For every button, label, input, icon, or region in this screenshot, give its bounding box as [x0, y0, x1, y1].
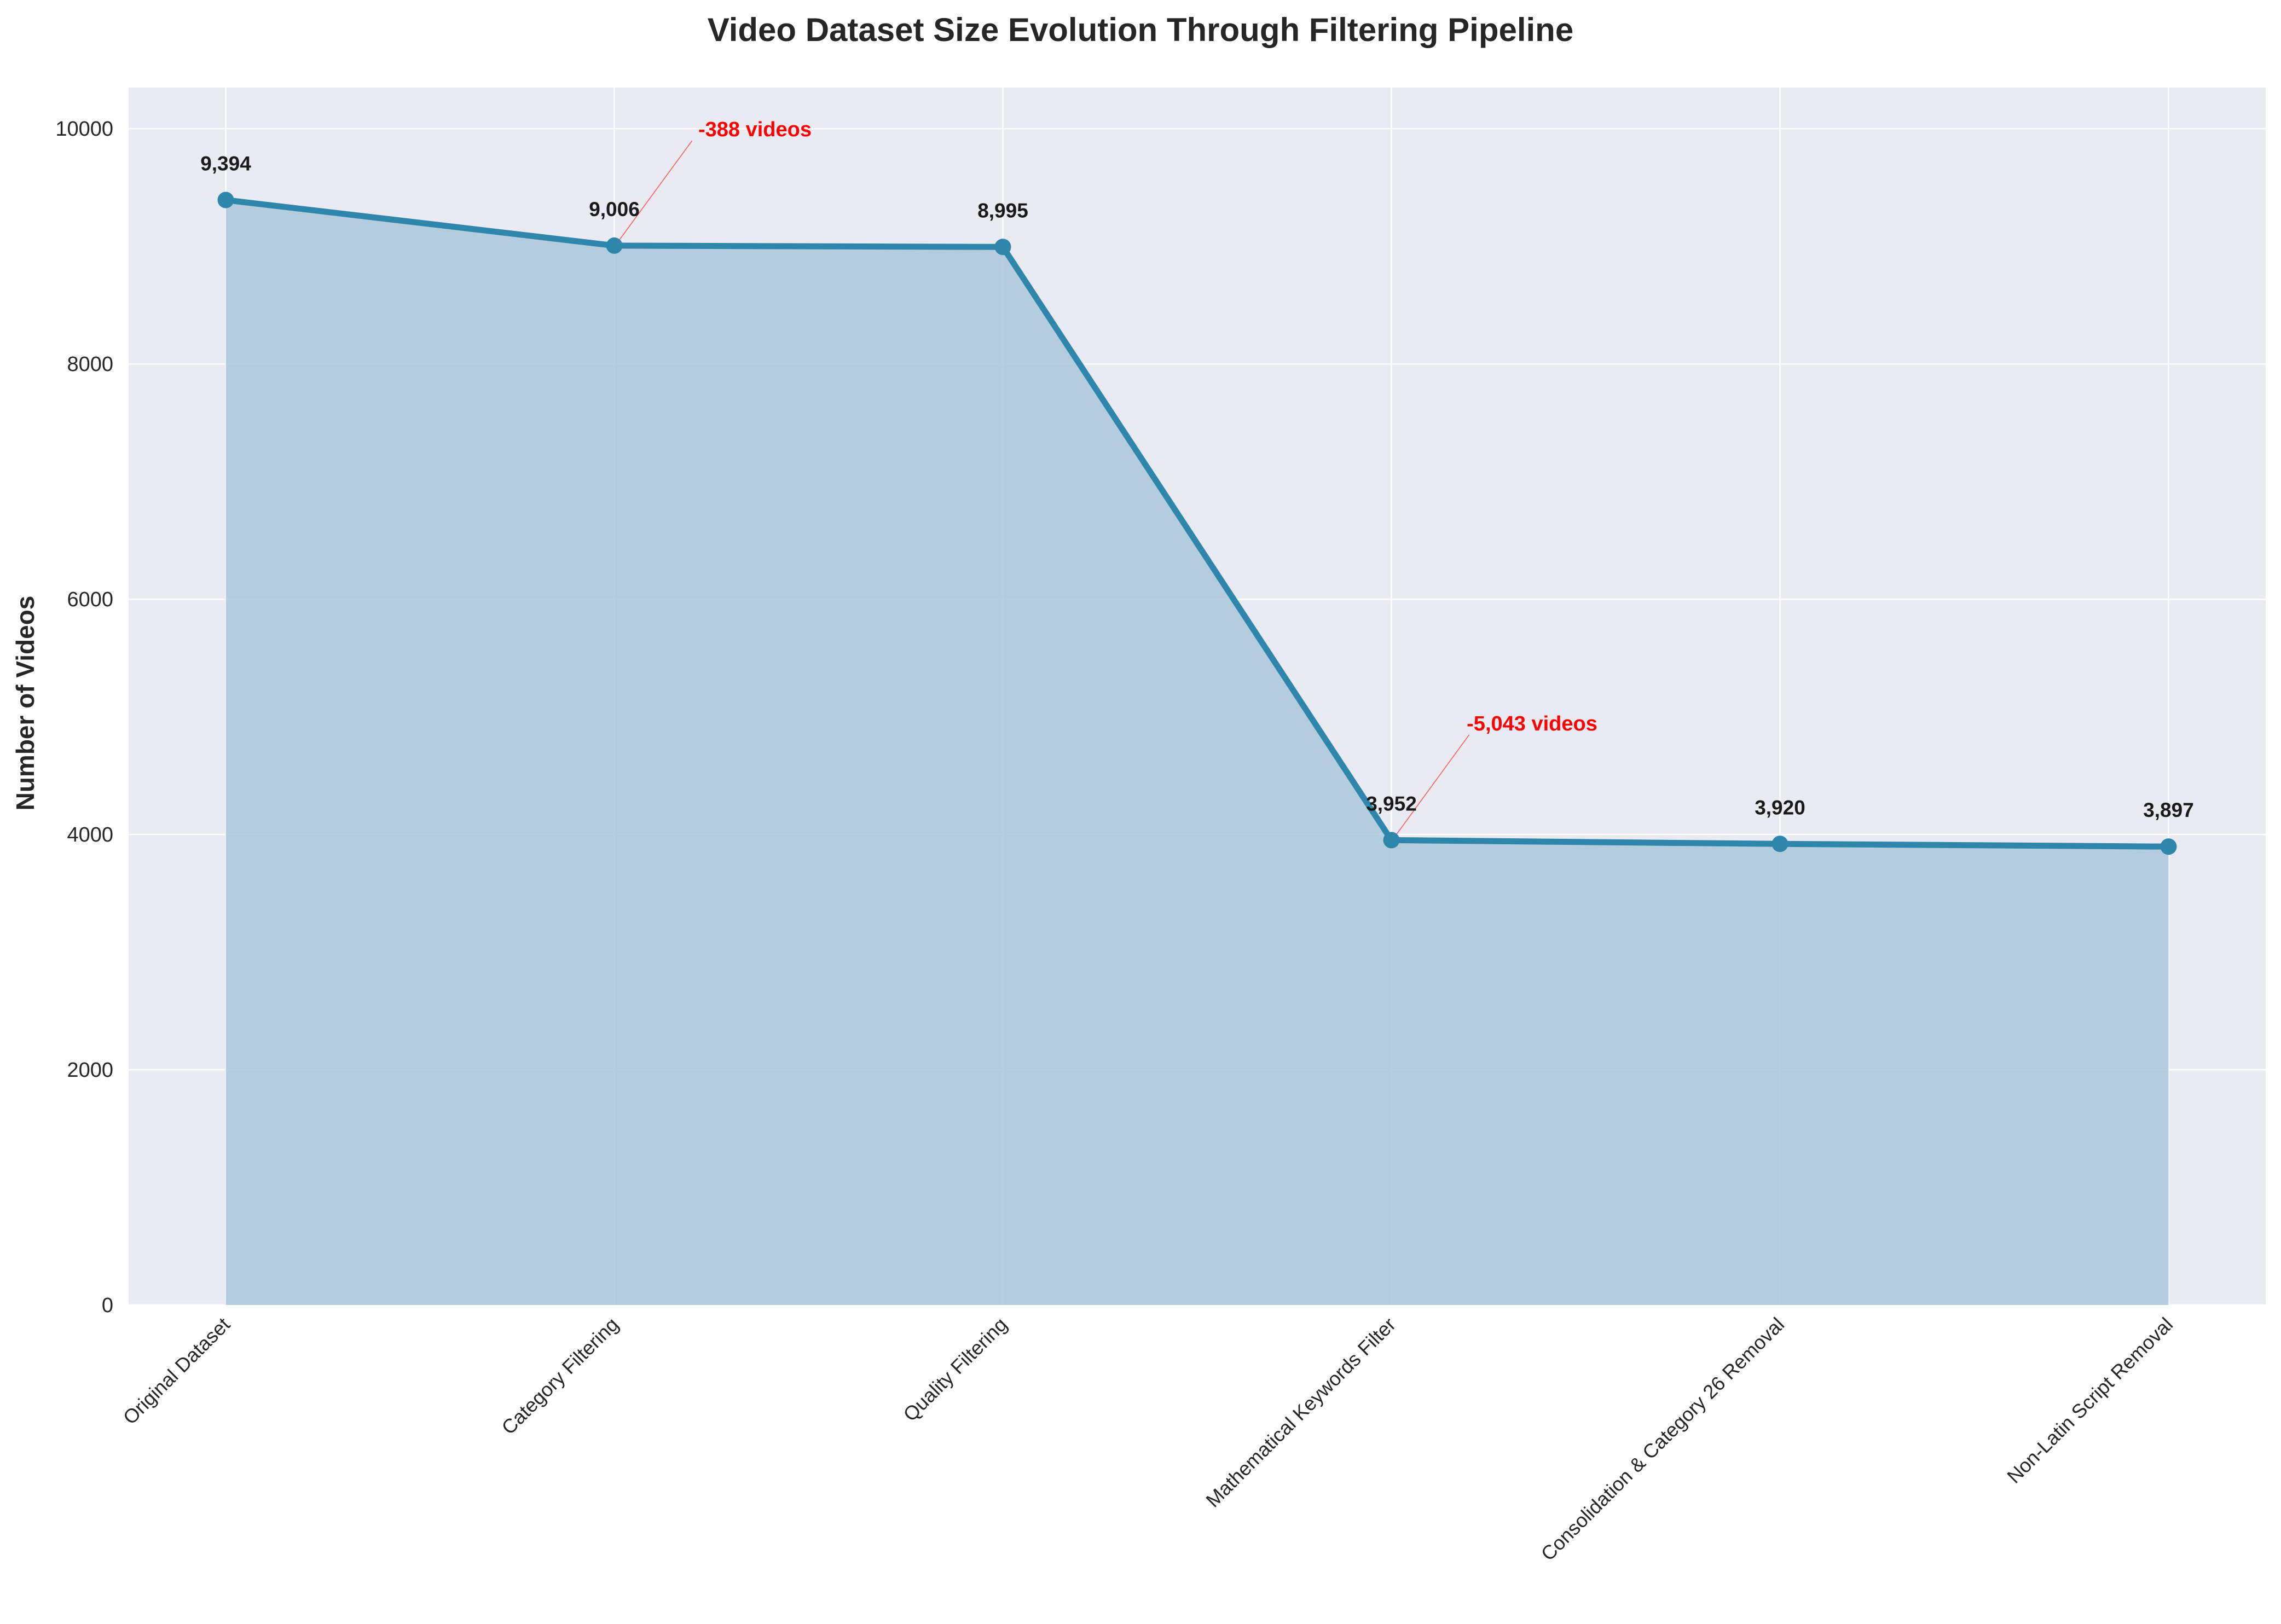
data-label: 3,920 — [1755, 796, 1805, 819]
annotation-label: -5,043 videos — [1467, 712, 1597, 735]
y-tick-label: 4000 — [67, 823, 113, 846]
x-tick-label: Consolidation & Category 26 Removal — [1537, 1313, 1789, 1565]
data-point — [1771, 836, 1788, 852]
data-labels: 9,394 9,006 8,995 3,952 3,920 3,897 — [200, 153, 2194, 822]
annotation-arrows — [617, 140, 1470, 837]
annotation-label: -388 videos — [698, 118, 812, 141]
y-tick-label: 2000 — [67, 1059, 113, 1082]
data-label: 3,952 — [1366, 792, 1417, 815]
data-point — [2160, 838, 2177, 855]
y-tick-label: 10000 — [55, 118, 113, 141]
y-tick-label: 0 — [102, 1294, 113, 1317]
area-fill — [225, 200, 2169, 1306]
x-tick-label: Original Dataset — [119, 1313, 235, 1429]
x-axis-ticks: Original Dataset Category Filtering Qualit… — [119, 1313, 2178, 1565]
data-label: 9,394 — [200, 153, 251, 175]
y-axis-label: Number of Videos — [11, 596, 39, 811]
annotation-arrow — [1394, 734, 1470, 837]
x-tick-label: Category Filtering — [497, 1313, 623, 1439]
data-label: 8,995 — [977, 199, 1028, 222]
data-point — [1383, 832, 1400, 849]
data-label: 9,006 — [589, 198, 640, 221]
annotation-arrow — [617, 140, 693, 243]
chart-title: Video Dataset Size Evolution Through Fil… — [708, 11, 1573, 48]
data-point — [217, 192, 234, 208]
x-tick-label: Non-Latin Script Removal — [2002, 1313, 2177, 1488]
y-tick-label: 6000 — [67, 588, 113, 611]
x-tick-label: Quality Filtering — [899, 1313, 1011, 1426]
y-tick-label: 8000 — [67, 353, 113, 376]
y-axis-ticks: 0 2000 4000 6000 8000 10000 — [55, 118, 113, 1317]
data-point — [606, 237, 623, 254]
data-point — [994, 239, 1011, 256]
data-label: 3,897 — [2143, 799, 2194, 821]
data-points — [217, 192, 2177, 855]
x-tick-label: Mathematical Keywords Filter — [1201, 1313, 1400, 1512]
annotations: -388 videos -5,043 videos — [698, 118, 1597, 735]
series-line — [225, 197, 2169, 850]
